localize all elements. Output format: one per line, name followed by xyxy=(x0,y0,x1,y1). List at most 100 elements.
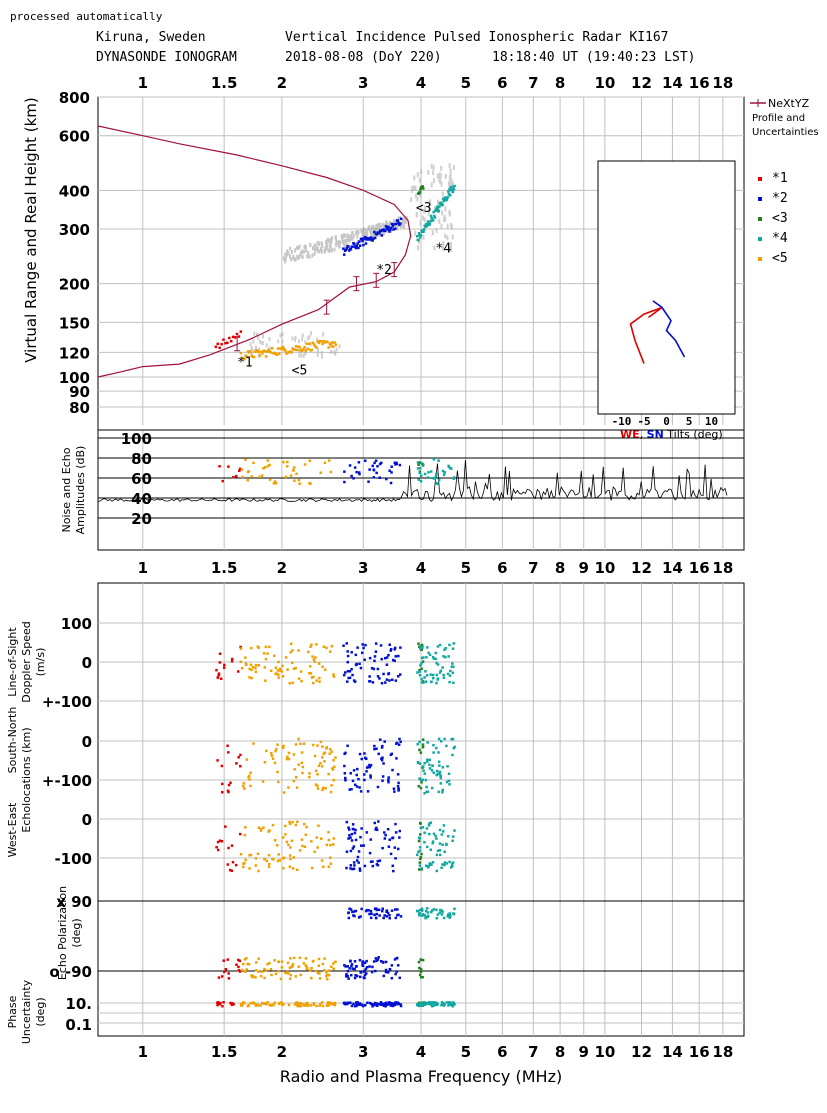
echo-point-x2 xyxy=(373,236,377,240)
echo-point-x2 xyxy=(369,236,373,239)
phase-point-x2 xyxy=(379,1001,383,1004)
phase-point-x2 xyxy=(381,1002,384,1005)
doppler-point-o5 xyxy=(309,645,312,649)
amp-tick-label: 20 xyxy=(131,510,152,528)
gray-echo-dot xyxy=(366,232,369,237)
polarization-point-x2 xyxy=(385,915,389,918)
phase-point-x2 xyxy=(371,1004,374,1008)
polarization-point-x2 xyxy=(379,960,383,963)
polarization-point-x4 xyxy=(439,908,442,912)
doppler-points-o5 xyxy=(239,642,336,685)
polarization-point-o5 xyxy=(288,977,292,980)
phase-point-o5 xyxy=(321,1004,325,1008)
doppler-point-x2 xyxy=(393,646,397,650)
we-point-x2 xyxy=(357,850,361,853)
phase-point-x4 xyxy=(453,1003,456,1006)
echo-point-x2 xyxy=(345,247,348,250)
gray-echo-dot xyxy=(433,245,436,251)
gray-echo-dot xyxy=(423,208,426,214)
doppler-point-o5 xyxy=(263,666,267,669)
polarization-point-o5 xyxy=(274,972,278,976)
doppler-point-x2 xyxy=(394,679,398,682)
we-point-x4 xyxy=(416,853,419,857)
polarization-point-o1 xyxy=(238,959,242,963)
amp-tick-label: 100 xyxy=(121,430,152,448)
polarization-point-o5 xyxy=(305,967,309,971)
sn-point-o5 xyxy=(317,764,321,767)
phase-point-x2 xyxy=(345,1002,349,1006)
phase-point-x2 xyxy=(390,1002,394,1006)
phase-point-x2 xyxy=(384,1004,387,1008)
gray-echo-dot xyxy=(444,206,447,212)
amp-point-x2 xyxy=(367,480,370,483)
polarization-point-o5 xyxy=(243,958,247,961)
echo-point-x2 xyxy=(378,232,381,235)
doppler-point-o1 xyxy=(222,666,226,669)
sn-point-x4 xyxy=(439,782,443,785)
echo-point-o3 xyxy=(422,187,425,190)
we-point-x2 xyxy=(383,831,386,834)
sn-point-x2 xyxy=(366,790,370,793)
sn-point-o5 xyxy=(287,786,290,789)
phase-point-x4 xyxy=(436,1002,439,1005)
doppler-point-x4 xyxy=(420,677,423,681)
sn-point-o5 xyxy=(329,747,332,751)
gray-echo-dot xyxy=(329,242,332,247)
tilt-tick-label: 5 xyxy=(686,415,693,428)
polarization-point-x2 xyxy=(388,913,391,917)
sn-point-x4 xyxy=(438,764,441,767)
we-point-o5 xyxy=(291,820,294,824)
polarization-point-x2 xyxy=(382,974,386,978)
polarization-point-x2 xyxy=(349,973,353,977)
phase-point-o1 xyxy=(222,1001,225,1004)
gray-echo-dot xyxy=(432,170,435,176)
we-point-o5 xyxy=(300,838,304,841)
doppler-point-o1 xyxy=(217,673,221,677)
we-point-x2 xyxy=(363,864,367,868)
echo-point-o5 xyxy=(294,345,298,348)
doppler-point-x4 xyxy=(452,642,456,645)
polarization-point-o5 xyxy=(298,956,302,960)
we-point-o5 xyxy=(239,852,243,856)
polarization-point-o5 xyxy=(254,976,257,979)
top-freq-tick-label: 4 xyxy=(416,74,426,92)
polarization-point-o1 xyxy=(217,976,221,979)
sn-point-x2 xyxy=(368,765,372,769)
phase-point-o5 xyxy=(333,1003,337,1007)
doppler-point-x2 xyxy=(389,648,393,651)
we-point-o5 xyxy=(292,856,296,859)
phase-points-x2 xyxy=(342,1001,403,1008)
mid-freq-tick-label: 2 xyxy=(277,559,287,577)
we-point-o5 xyxy=(288,865,292,869)
doppler-point-x4 xyxy=(438,643,442,647)
doppler-point-x2 xyxy=(350,667,353,671)
we-point-o5 xyxy=(291,867,295,870)
we-point-x4 xyxy=(453,829,456,832)
polarization-point-o5 xyxy=(280,966,284,969)
we-point-x4 xyxy=(450,863,454,866)
echo-point-x2 xyxy=(383,229,387,233)
gray-echo-dot xyxy=(291,336,294,341)
sn-point-x4 xyxy=(437,760,441,764)
doppler-point-x2 xyxy=(394,655,398,658)
echo-point-o5 xyxy=(316,340,320,343)
echo-point-o5 xyxy=(269,351,273,354)
doppler-point-x2 xyxy=(368,656,372,660)
echo-point-x4 xyxy=(449,185,453,189)
echo-point-o5 xyxy=(334,343,338,346)
polarization-point-x2 xyxy=(354,974,357,977)
gray-echo-dot xyxy=(381,222,384,227)
legend-profile-label: NeXtYZ xyxy=(768,97,810,110)
we-point-o5 xyxy=(282,866,285,870)
polarization-point-o1 xyxy=(235,963,238,966)
echo-point-o1 xyxy=(220,342,223,346)
gray-echo-dot xyxy=(294,257,297,262)
sn-point-x2 xyxy=(369,774,372,777)
echo-point-x2 xyxy=(356,242,359,245)
doppler-point-x4 xyxy=(419,647,422,650)
we-point-o5 xyxy=(254,857,258,860)
gray-echo-dot xyxy=(414,230,417,236)
echo-point-o5 xyxy=(327,346,330,349)
bottom-freq-tick-label: 2 xyxy=(277,1043,287,1061)
